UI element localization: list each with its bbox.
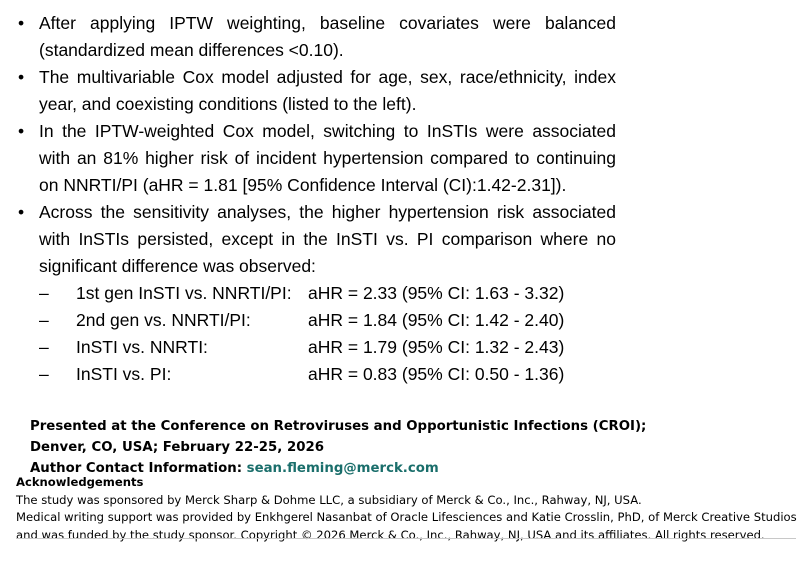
acknowledgements-title: Acknowledgements — [16, 475, 144, 489]
dash-marker: – — [39, 337, 49, 357]
comparison-result: aHR = 1.84 (95% CI: 1.42 - 2.40) — [308, 310, 565, 330]
acknowledgements: Acknowledgements The study was sponsored… — [16, 474, 797, 544]
contact-line: Author Contact Information: sean.fleming… — [30, 458, 646, 479]
sensitivity-row: – InSTI vs. PI: aHR = 0.83 (95% CI: 0.50… — [16, 361, 616, 388]
dash-marker: – — [39, 310, 49, 330]
comparison-label: InSTI vs. PI: — [76, 364, 172, 384]
comparison-label: 2nd gen vs. NNRTI/PI: — [76, 310, 251, 330]
ack-line: Medical writing support was provided by … — [16, 510, 797, 524]
comparison-label: InSTI vs. NNRTI: — [76, 337, 208, 357]
comparison-result: aHR = 1.79 (95% CI: 1.32 - 2.43) — [308, 337, 565, 357]
location-date-line: Denver, CO, USA; February 22-25, 2026 — [30, 440, 324, 455]
bullet-marker: • — [18, 13, 25, 33]
bullet-text: Across the sensitivity analyses, the hig… — [39, 202, 616, 276]
dash-marker: – — [39, 364, 49, 384]
presentation-info: Presented at the Conference on Retroviru… — [30, 416, 646, 479]
conference-line: Presented at the Conference on Retroviru… — [30, 419, 647, 434]
dash-marker: – — [39, 283, 49, 303]
results-bullet-list: • After applying IPTW weighting, baselin… — [16, 10, 616, 388]
bullet-sensitivity: • Across the sensitivity analyses, the h… — [16, 199, 616, 280]
bullet-marker: • — [18, 121, 25, 141]
bullet-text: After applying IPTW weighting, baseline … — [39, 13, 616, 60]
bullet-text: The multivariable Cox model adjusted for… — [39, 67, 616, 114]
contact-label: Author Contact Information: — [30, 461, 243, 476]
ack-line: The study was sponsored by Merck Sharp &… — [16, 492, 642, 507]
bullet-text: In the IPTW-weighted Cox model, switchin… — [39, 121, 616, 195]
bullet-iptw-result: • In the IPTW-weighted Cox model, switch… — [16, 118, 616, 199]
sensitivity-row: – InSTI vs. NNRTI: aHR = 1.79 (95% CI: 1… — [16, 334, 616, 361]
bullet-cox-model: • The multivariable Cox model adjusted f… — [16, 64, 616, 118]
sensitivity-row: – 2nd gen vs. NNRTI/PI: aHR = 1.84 (95% … — [16, 307, 616, 334]
contact-email-link[interactable]: sean.fleming@merck.com — [246, 461, 439, 476]
bottom-divider — [16, 538, 796, 539]
ack-line: and was funded by the study sponsor. Cop… — [16, 527, 765, 542]
comparison-label: 1st gen InSTI vs. NNRTI/PI: — [76, 283, 292, 303]
comparison-result: aHR = 2.33 (95% CI: 1.63 - 3.32) — [308, 283, 565, 303]
bullet-marker: • — [18, 202, 25, 222]
bullet-marker: • — [18, 67, 25, 87]
comparison-result: aHR = 0.83 (95% CI: 0.50 - 1.36) — [308, 364, 565, 384]
bullet-balance: • After applying IPTW weighting, baselin… — [16, 10, 616, 64]
sensitivity-row: – 1st gen InSTI vs. NNRTI/PI: aHR = 2.33… — [16, 280, 616, 307]
